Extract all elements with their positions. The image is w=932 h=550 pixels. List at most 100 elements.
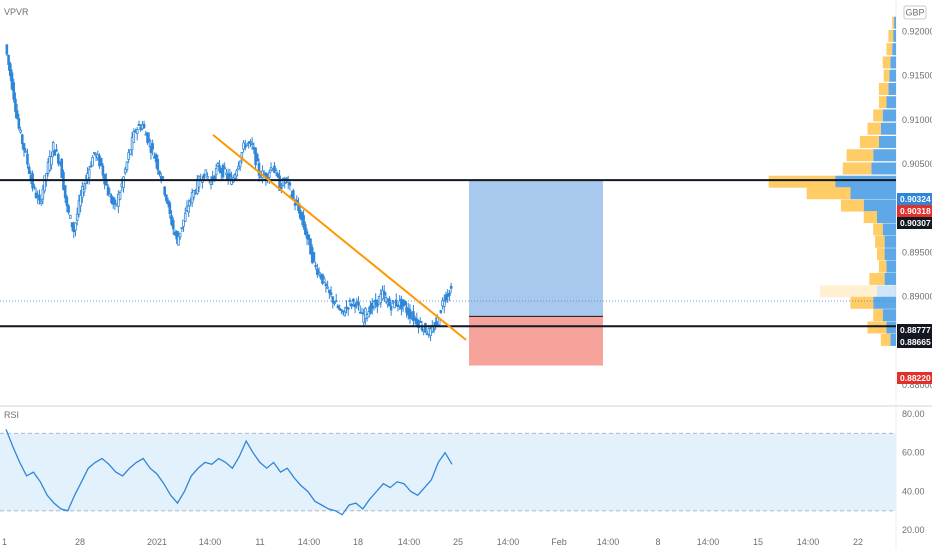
candle-body <box>147 138 151 142</box>
time-tick: 22 <box>853 537 863 547</box>
vp-sell-bar <box>869 272 885 285</box>
time-tick: 1 <box>2 537 7 547</box>
candle-body <box>10 72 14 90</box>
candle-body <box>137 124 141 127</box>
candle-body <box>307 234 311 240</box>
candle-body <box>135 129 139 134</box>
vp-buy-bar <box>882 109 896 122</box>
vp-sell-bar <box>842 162 872 175</box>
vp-sell-bar <box>875 235 885 248</box>
candle-body <box>331 296 335 303</box>
vp-buy-bar <box>882 309 896 322</box>
candle-body <box>288 182 292 186</box>
vp-sell-bar <box>806 187 851 200</box>
time-tick: 14:00 <box>398 537 421 547</box>
vp-buy-bar <box>835 175 896 188</box>
candle-body <box>273 165 276 174</box>
candle-body <box>322 278 326 283</box>
candle-body <box>249 141 252 143</box>
candle-body <box>180 227 184 230</box>
candle-body <box>328 289 331 294</box>
vp-sell-bar <box>883 69 890 82</box>
candle-body <box>432 328 436 331</box>
candle-body <box>336 305 340 309</box>
candle-body <box>302 215 305 228</box>
candle-body <box>429 328 432 336</box>
candle-body <box>382 291 386 296</box>
candle-body <box>41 189 45 200</box>
candle-body <box>177 235 180 246</box>
rsi-band <box>0 433 896 511</box>
candle-body <box>166 200 170 205</box>
candle-body <box>221 165 225 178</box>
vp-buy-bar <box>850 187 896 200</box>
candle-body <box>70 222 74 228</box>
candle-body <box>329 292 333 296</box>
time-tick: 14:00 <box>497 537 520 547</box>
candle-body <box>326 286 329 289</box>
trendline <box>212 134 467 341</box>
candle-body <box>74 222 77 231</box>
price-tag <box>897 324 932 336</box>
vp-buy-bar <box>873 296 896 309</box>
vp-buy-bar <box>863 199 896 212</box>
candle-body <box>394 299 398 306</box>
candle-body <box>257 162 261 176</box>
vp-buy-bar <box>888 82 896 95</box>
rsi-tick: 80.00 <box>902 409 925 419</box>
candle-body <box>33 186 36 189</box>
vp-buy-bar <box>877 211 896 224</box>
candle-body <box>132 131 136 143</box>
candle-body <box>223 167 227 170</box>
time-tick: 14:00 <box>597 537 620 547</box>
candle-body <box>43 175 46 192</box>
vp-buy-bar <box>893 29 896 42</box>
candle-body <box>388 298 391 307</box>
candle-body <box>82 189 86 193</box>
vp-buy-bar <box>873 149 896 162</box>
vp-buy-bar <box>892 43 896 56</box>
price-tag-label: 0.88777 <box>900 325 931 335</box>
vp-sell-bar <box>882 56 891 69</box>
candle-body <box>106 186 110 196</box>
candle-body <box>346 307 350 310</box>
candle-body <box>45 173 48 181</box>
vp-buy-bar <box>882 223 896 236</box>
vp-buy-bar <box>884 235 896 248</box>
vp-buy-bar <box>889 69 896 82</box>
time-tick: 18 <box>353 537 363 547</box>
time-tick: 25 <box>453 537 463 547</box>
candle-body <box>20 134 24 145</box>
candle-body <box>348 300 352 302</box>
candle-body <box>408 309 412 319</box>
candle-body <box>268 172 271 178</box>
candle-body <box>75 213 79 221</box>
candle-body <box>324 283 328 287</box>
candle-body <box>130 137 134 151</box>
vp-buy-bar <box>886 321 896 334</box>
candle-body <box>154 154 158 163</box>
time-tick: 11 <box>255 537 264 547</box>
candle-body <box>77 200 81 215</box>
candle-body <box>281 178 285 186</box>
candle-body <box>101 165 105 176</box>
candle-body <box>175 231 178 240</box>
candle-body <box>38 194 41 201</box>
rsi-line <box>5 429 453 516</box>
time-tick: 28 <box>75 537 85 547</box>
candle-body <box>412 311 415 321</box>
candle-body <box>238 160 242 168</box>
candle-body <box>274 170 278 174</box>
candle-body <box>19 129 22 133</box>
candle-body <box>278 175 281 191</box>
candle-body <box>357 301 360 306</box>
candle-body <box>202 173 206 179</box>
price-tag-label: 0.90324 <box>900 194 931 204</box>
candle-body <box>91 156 94 167</box>
vp-buy-bar <box>884 248 896 261</box>
vp-buy-bar <box>877 285 896 298</box>
candle-body <box>190 192 194 204</box>
candle-body <box>201 180 204 183</box>
vpvr-label: VPVR <box>4 7 29 17</box>
